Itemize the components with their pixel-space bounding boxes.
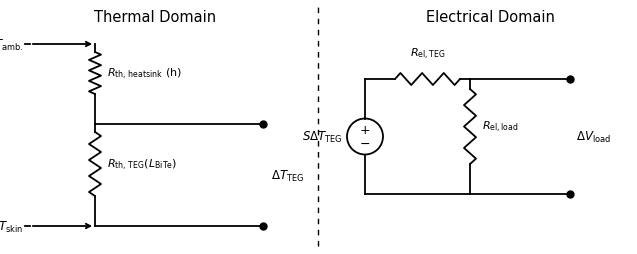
Text: $T_\mathrm{skin}$: $T_\mathrm{skin}$ xyxy=(0,219,23,234)
Text: $\Delta T_\mathrm{TEG}$: $\Delta T_\mathrm{TEG}$ xyxy=(271,168,304,183)
Text: $R_\mathrm{th,\,heatsink}$ (h): $R_\mathrm{th,\,heatsink}$ (h) xyxy=(107,66,182,81)
Text: $R_\mathrm{el,TEG}$: $R_\mathrm{el,TEG}$ xyxy=(410,47,445,62)
Text: Electrical Domain: Electrical Domain xyxy=(426,10,554,25)
Text: −: − xyxy=(360,137,370,150)
Text: Thermal Domain: Thermal Domain xyxy=(94,10,216,25)
Text: $T_\mathrm{amb.}$: $T_\mathrm{amb.}$ xyxy=(0,37,23,52)
Text: $\Delta V_\mathrm{load}$: $\Delta V_\mathrm{load}$ xyxy=(576,130,611,145)
Text: $R_\mathrm{el,load}$: $R_\mathrm{el,load}$ xyxy=(482,119,519,135)
Text: $R_\mathrm{th,\,TEG}(L_\mathrm{BiTe})$: $R_\mathrm{th,\,TEG}(L_\mathrm{BiTe})$ xyxy=(107,157,177,172)
Text: $S\Delta T_\mathrm{TEG}$: $S\Delta T_\mathrm{TEG}$ xyxy=(303,130,343,145)
Text: +: + xyxy=(360,123,370,136)
